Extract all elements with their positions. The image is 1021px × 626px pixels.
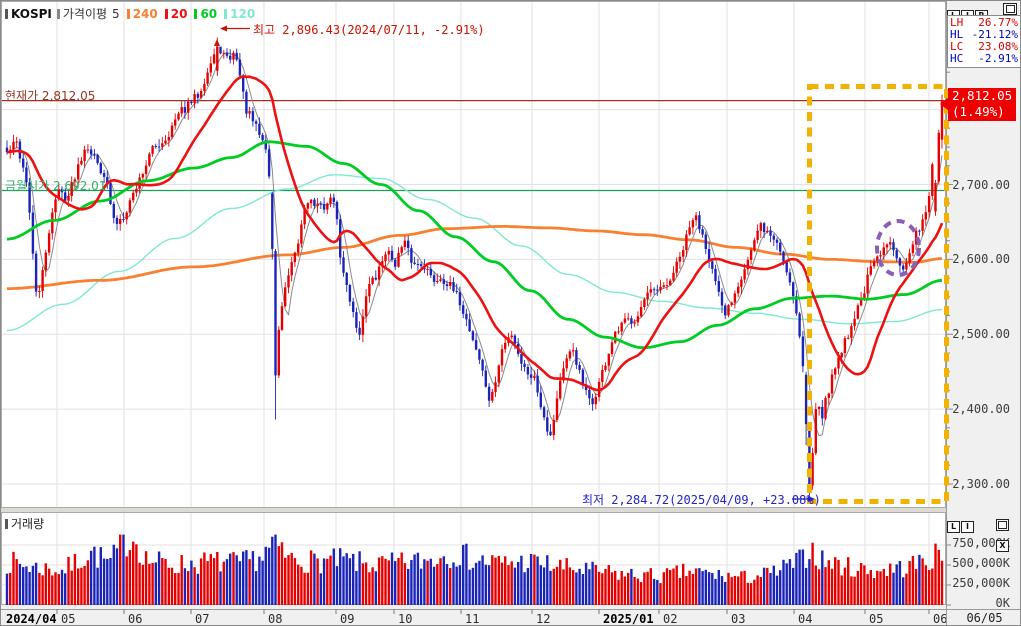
month-tick-label: 05 <box>869 612 884 626</box>
price-tick-label: 2,400.00 <box>952 402 1010 417</box>
month-tick-label: 07 <box>195 612 210 626</box>
time-axis-pane <box>1 609 1020 625</box>
month-tick-label: 04 <box>798 612 813 626</box>
price-tag-arrow-icon <box>940 97 949 111</box>
maximize-icon <box>998 521 1007 529</box>
chart-legend: KOSPI 가격이평 5 240 20 60 120 <box>5 5 255 22</box>
ma-color-bullet-icon <box>224 8 228 19</box>
month-tick-label: 2025/01 <box>603 612 654 626</box>
maximize-button[interactable] <box>1003 3 1017 15</box>
price-tick-label: 2,600.00 <box>952 252 1010 267</box>
ma-legend-item-20: 20 <box>164 7 187 21</box>
month-tick-label: 2024/04 <box>6 612 57 626</box>
symbol-label: KOSPI <box>5 7 52 21</box>
legend-bullet-icon <box>56 8 60 19</box>
month-tick-label: 06 <box>933 612 948 626</box>
volume-maximize-button[interactable] <box>996 519 1009 531</box>
month-tick-label: 03 <box>731 612 746 626</box>
volume-i-button[interactable]: I <box>961 520 974 533</box>
ma-legend-item-60: 60 <box>194 7 217 21</box>
stat-row-lh: LH 26.77% <box>950 16 1018 29</box>
ma-legend-item-5: 5 <box>112 6 120 21</box>
maximize-icon <box>1005 5 1015 13</box>
ma-color-bullet-icon <box>194 8 198 19</box>
volume-l-button[interactable]: L <box>947 520 960 533</box>
ma-legend-items: 5 240 20 60 120 <box>112 7 255 21</box>
month-tick-label: 10 <box>398 612 413 626</box>
volume-bullet-icon <box>5 518 8 529</box>
stat-row-hl: HL -21.12% <box>950 28 1018 41</box>
stat-row-hc: HC -2.91% <box>950 52 1018 65</box>
month-tick-label: 02 <box>663 612 678 626</box>
price-tick-label: 2,500.00 <box>952 327 1010 342</box>
panel-splitter[interactable] <box>1 508 946 513</box>
month-tick-label: 09 <box>340 612 355 626</box>
volume-tick-label: 250,000K <box>952 576 1010 590</box>
current-price-value: 2,812.05 <box>952 88 1013 103</box>
month-open-line-label: 금월시가 2,692.01 <box>5 179 107 193</box>
last-date-box: 06/05 <box>946 609 1020 625</box>
price-tick-label: 2,300.00 <box>952 477 1010 491</box>
legend-title: 가격이평 <box>56 5 107 22</box>
volume-tick-label: 0K <box>995 596 1010 610</box>
volume-window-buttons: X <box>996 514 1020 552</box>
volume-close-button[interactable]: X <box>996 539 1009 552</box>
current-price-pct: (1.49%) <box>952 104 1005 119</box>
current-price-tag: 2,812.05 (1.49%) <box>948 88 1016 121</box>
low-annotation: 최저 2,284.72(2025/04/09, +23.08%) <box>582 493 821 507</box>
symbol-bullet-icon <box>5 8 8 19</box>
ma-color-bullet-icon <box>126 8 130 19</box>
ma-legend-item-120: 120 <box>224 7 255 21</box>
volume-tick-label: 750,000K <box>952 536 1010 550</box>
month-tick-label: 05 <box>61 612 76 626</box>
current-price-line-label: 현재가 2,812.05 <box>5 89 96 103</box>
month-tick-label: 06 <box>128 612 143 626</box>
high-annotation: 최고 2,896.43(2024/07/11, -2.91%) <box>253 23 485 37</box>
month-tick-label: 11 <box>465 612 480 626</box>
price-tick-label: 2,700.00 <box>952 177 1010 192</box>
stat-row-lc: LC 23.08% <box>950 40 1018 53</box>
month-tick-label: 08 <box>268 612 283 626</box>
month-tick-label: 12 <box>536 612 551 626</box>
volume-panel-title: 거래량 <box>5 515 44 532</box>
ma-color-bullet-icon <box>164 8 168 19</box>
volume-tick-label: 500,000K <box>952 556 1010 570</box>
range-stats-box: LH 26.77% HL -21.12% LC 23.08% HC -2.91% <box>947 15 1020 68</box>
ma-legend-item-240: 240 <box>126 7 158 21</box>
